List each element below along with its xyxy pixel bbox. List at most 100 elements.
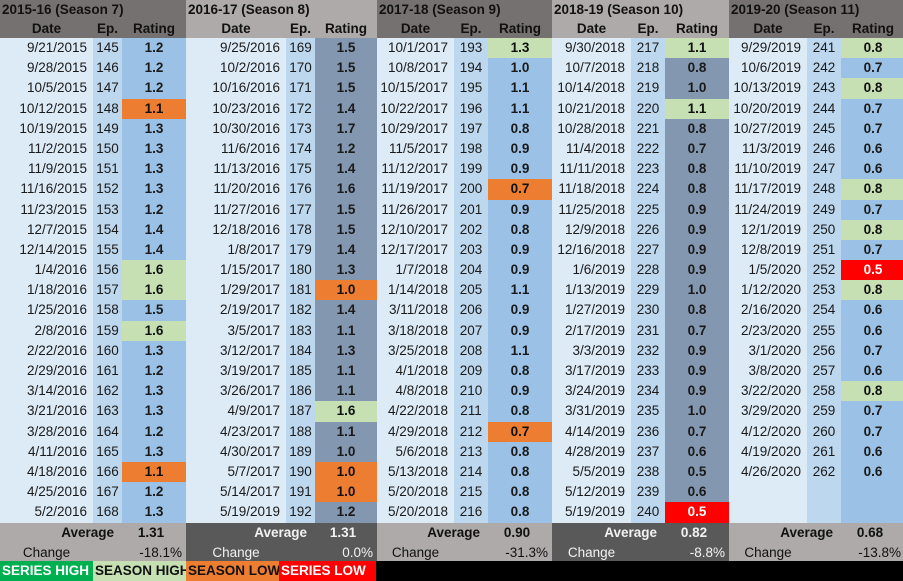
table-row: 3/24/2019 234 0.9 (552, 381, 729, 402)
table-row: 10/8/2017 194 1.0 (377, 58, 552, 79)
episode-date: 3/19/2017 (186, 361, 286, 382)
episode-number: 229 (631, 280, 665, 301)
episode-number: 239 (631, 482, 665, 503)
episode-rating: 1.6 (122, 260, 186, 281)
episode-number: 149 (93, 118, 122, 139)
episode-number: 156 (93, 260, 122, 281)
episode-number: 241 (807, 38, 841, 59)
season-title: 2017-18 (Season 9) (379, 2, 501, 17)
episode-date: 11/9/2015 (0, 159, 93, 180)
episode-rating: 1.5 (315, 78, 377, 99)
episode-number: 175 (286, 159, 315, 180)
table-row: 3/18/2018 207 0.9 (377, 320, 552, 341)
table-row: 10/2/2016 170 1.5 (186, 58, 377, 79)
episode-rating: 0.8 (665, 159, 729, 180)
episode-date: 2/17/2019 (552, 320, 631, 341)
table-row: 4/22/2018 211 0.8 (377, 401, 552, 422)
episode-number: 186 (286, 381, 315, 402)
episode-rating: 1.5 (315, 38, 377, 59)
episode-date: 12/14/2015 (0, 239, 93, 261)
episode-date: 4/23/2017 (186, 421, 286, 442)
episode-date: 3/8/2020 (729, 361, 807, 382)
table-row: 3/25/2018 208 1.1 (377, 340, 552, 361)
season-summary: Average 0.68 Change -13.8% (729, 522, 903, 563)
episode-number: 257 (807, 361, 841, 382)
episode-date: 11/24/2019 (729, 199, 807, 220)
rating-column-header: Rating (499, 21, 541, 36)
table-row: 1/15/2017 180 1.3 (186, 260, 377, 281)
episode-date: 9/25/2016 (186, 38, 286, 59)
episode-number: 253 (807, 280, 841, 301)
table-row: 4/19/2020 261 0.6 (729, 441, 903, 462)
episode-rating: 0.8 (841, 381, 903, 402)
episode-date: 3/14/2016 (0, 381, 93, 402)
table-row: 11/19/2017 200 0.7 (377, 179, 552, 200)
episode-date (729, 482, 807, 503)
episode-rating: 0.7 (841, 98, 903, 119)
episode-rating: 0.6 (841, 441, 903, 462)
ep-column-header: Ep. (460, 21, 482, 36)
episode-date: 11/2/2015 (0, 138, 93, 160)
table-row: 11/12/2017 199 0.9 (377, 159, 552, 180)
episode-number: 244 (807, 98, 841, 119)
season-header: 2018-19 (Season 10) Date Ep. Rating (552, 0, 729, 38)
date-column-header: Date (576, 21, 607, 36)
table-row: 2/19/2017 182 1.4 (186, 300, 377, 321)
table-row: 10/14/2018 219 1.0 (552, 78, 729, 99)
episode-number: 233 (631, 361, 665, 382)
episode-date: 3/21/2016 (0, 401, 93, 422)
season-header: 2015-16 (Season 7) Date Ep. Rating (0, 0, 186, 38)
table-row: 10/27/2019 245 0.7 (729, 118, 903, 139)
episode-number: 214 (454, 461, 488, 483)
date-column-header: Date (400, 21, 431, 36)
episode-number: 246 (807, 138, 841, 160)
episode-date: 11/17/2019 (729, 179, 807, 200)
episode-rating: 0.9 (665, 260, 729, 281)
episode-date: 11/3/2019 (729, 138, 807, 160)
table-row: 3/29/2020 259 0.7 (729, 401, 903, 422)
average-label: Average (604, 524, 657, 540)
episode-number: 145 (93, 38, 122, 59)
episode-date: 5/13/2018 (377, 461, 454, 483)
episode-date: 4/30/2017 (186, 441, 286, 462)
table-row: 4/18/2016 166 1.1 (0, 461, 186, 483)
episode-date: 3/22/2020 (729, 381, 807, 402)
episode-rating: 0.6 (841, 300, 903, 321)
episode-number: 173 (286, 118, 315, 139)
table-row: 10/12/2015 148 1.1 (0, 98, 186, 119)
episode-rating: 1.1 (315, 381, 377, 402)
episode-number: 162 (93, 381, 122, 402)
episode-number: 159 (93, 320, 122, 341)
episode-rating: 1.2 (122, 361, 186, 382)
episode-rating: 1.4 (315, 239, 377, 261)
episode-number: 251 (807, 239, 841, 261)
episode-number: 166 (93, 461, 122, 483)
episode-number: 184 (286, 340, 315, 361)
episode-rating: 0.7 (665, 320, 729, 341)
episode-date: 2/19/2017 (186, 300, 286, 321)
episode-date: 9/30/2018 (552, 38, 631, 59)
table-row: 5/12/2019 239 0.6 (552, 482, 729, 503)
episode-rating: 0.9 (488, 320, 552, 341)
table-row: 1/29/2017 181 1.0 (186, 280, 377, 301)
episode-rating: 1.0 (665, 280, 729, 301)
episode-date: 1/25/2016 (0, 300, 93, 321)
table-row: 10/19/2015 149 1.3 (0, 118, 186, 139)
episode-rating: 0.8 (488, 502, 552, 523)
episode-date: 10/15/2017 (377, 78, 454, 99)
episode-rating: 0.6 (841, 320, 903, 341)
table-row: 11/9/2015 151 1.3 (0, 159, 186, 180)
table-row: 1/14/2018 205 1.1 (377, 280, 552, 301)
table-row: 11/6/2016 174 1.2 (186, 138, 377, 160)
table-row: 12/14/2015 155 1.4 (0, 239, 186, 261)
table-row: 3/5/2017 183 1.1 (186, 320, 377, 341)
episode-date: 12/10/2017 (377, 219, 454, 240)
episode-date: 1/4/2016 (0, 260, 93, 281)
episode-date: 3/25/2018 (377, 340, 454, 361)
episode-number: 165 (93, 441, 122, 462)
table-row: 4/25/2016 167 1.2 (0, 482, 186, 503)
table-row: 3/11/2018 206 0.9 (377, 300, 552, 321)
episode-date: 12/17/2017 (377, 239, 454, 261)
season-summary: Average 1.31 Change -18.1% (0, 522, 186, 563)
table-row: 10/20/2019 244 0.7 (729, 98, 903, 119)
